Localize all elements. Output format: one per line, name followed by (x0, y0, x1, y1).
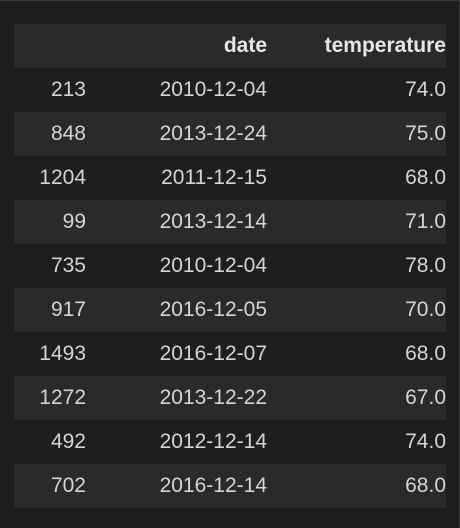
row-index: 1272 (39, 386, 86, 409)
table-row: 702 2016-12-14 68.0 (14, 464, 446, 508)
row-index: 1493 (39, 342, 86, 365)
table-row: 213 2010-12-04 74.0 (14, 68, 446, 112)
row-index: 213 (50, 78, 86, 101)
dataframe-table: date temperature 213 2010-12-04 74.0 848… (14, 24, 446, 508)
header-index (14, 24, 96, 68)
row-index: 917 (50, 298, 86, 321)
row-temperature: 68.0 (405, 166, 446, 189)
row-date: 2012-12-14 (159, 430, 267, 453)
table-row: 848 2013-12-24 75.0 (14, 112, 446, 156)
row-temperature: 68.0 (405, 474, 446, 497)
table-row: 917 2016-12-05 70.0 (14, 288, 446, 332)
row-date: 2010-12-04 (159, 78, 267, 101)
row-temperature: 75.0 (405, 122, 446, 145)
row-date: 2016-12-14 (159, 474, 267, 497)
row-date: 2010-12-04 (159, 254, 267, 277)
table-row: 1493 2016-12-07 68.0 (14, 332, 446, 376)
table-row: 492 2012-12-14 74.0 (14, 420, 446, 464)
table-row: 99 2013-12-14 71.0 (14, 200, 446, 244)
row-temperature: 68.0 (405, 342, 446, 365)
row-index: 1204 (39, 166, 86, 189)
header-temperature: temperature (324, 34, 446, 57)
row-index: 492 (50, 430, 86, 453)
table-header-row: date temperature (14, 24, 446, 68)
row-date: 2011-12-15 (161, 166, 267, 189)
table-row: 735 2010-12-04 78.0 (14, 244, 446, 288)
row-temperature: 71.0 (405, 210, 446, 233)
row-temperature: 70.0 (405, 298, 446, 321)
row-date: 2013-12-14 (159, 210, 267, 233)
row-temperature: 67.0 (405, 386, 446, 409)
row-date: 2013-12-24 (159, 122, 267, 145)
header-date: date (223, 34, 267, 57)
table-body: date temperature 213 2010-12-04 74.0 848… (14, 24, 446, 508)
row-index: 848 (50, 122, 86, 145)
row-index: 735 (50, 254, 86, 277)
row-date: 2016-12-05 (159, 298, 267, 321)
row-temperature: 78.0 (405, 254, 446, 277)
row-temperature: 74.0 (405, 78, 446, 101)
table-row: 1272 2013-12-22 67.0 (14, 376, 446, 420)
row-date: 2016-12-07 (159, 342, 267, 365)
table-row: 1204 2011-12-15 68.0 (14, 156, 446, 200)
row-index: 702 (50, 474, 86, 497)
row-date: 2013-12-22 (159, 386, 267, 409)
row-temperature: 74.0 (405, 430, 446, 453)
row-index: 99 (62, 210, 86, 233)
